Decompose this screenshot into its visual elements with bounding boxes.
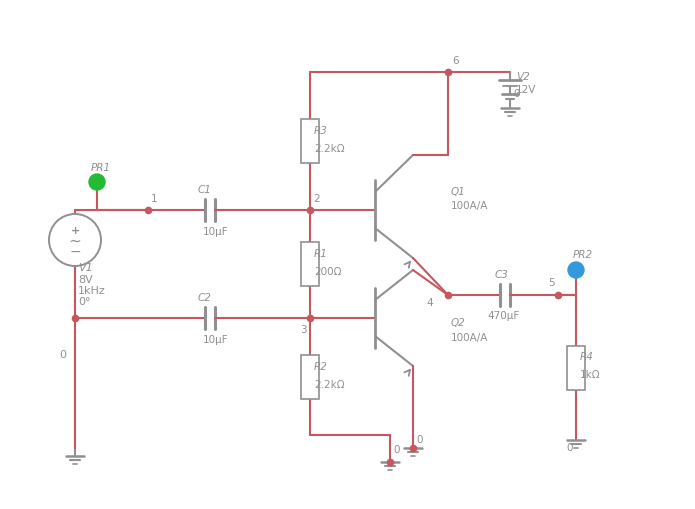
- Text: 0: 0: [393, 445, 400, 455]
- Text: 470μF: 470μF: [487, 311, 519, 321]
- Text: C1: C1: [198, 185, 212, 195]
- Text: 10μF: 10μF: [203, 335, 229, 345]
- Text: R3: R3: [314, 126, 328, 136]
- Text: 0: 0: [513, 89, 519, 99]
- Circle shape: [89, 174, 105, 190]
- Text: 1: 1: [151, 194, 158, 204]
- Text: 100A/A: 100A/A: [451, 333, 489, 343]
- Text: 5: 5: [548, 278, 555, 288]
- Bar: [301, 242, 319, 286]
- Text: 200Ω: 200Ω: [314, 267, 341, 277]
- Bar: [567, 346, 585, 389]
- Text: R2: R2: [314, 361, 328, 372]
- Bar: [301, 119, 319, 163]
- Text: 1kΩ: 1kΩ: [580, 371, 600, 381]
- Text: C3: C3: [495, 270, 509, 280]
- Text: 6: 6: [452, 56, 459, 66]
- Text: 0: 0: [566, 443, 573, 453]
- Text: 0: 0: [416, 435, 423, 445]
- Text: PR1: PR1: [91, 163, 111, 173]
- Text: 4: 4: [426, 298, 433, 308]
- Text: +: +: [70, 226, 80, 236]
- Bar: [301, 354, 319, 399]
- Text: 8V: 8V: [78, 275, 92, 285]
- Circle shape: [568, 262, 584, 278]
- Text: v: v: [94, 178, 100, 186]
- Text: Q1: Q1: [451, 187, 466, 197]
- Text: Q2: Q2: [451, 318, 466, 328]
- Text: v: v: [573, 266, 579, 274]
- Text: 2.2kΩ: 2.2kΩ: [314, 144, 345, 154]
- Text: 2.2kΩ: 2.2kΩ: [314, 380, 345, 389]
- Text: 10μF: 10μF: [203, 227, 229, 237]
- Text: 2: 2: [313, 194, 320, 204]
- Text: 12V: 12V: [516, 85, 537, 95]
- Text: 3: 3: [300, 325, 307, 335]
- Text: V2: V2: [516, 72, 530, 82]
- Text: −: −: [70, 245, 81, 259]
- Text: 1kHz: 1kHz: [78, 286, 106, 296]
- Text: ~: ~: [69, 234, 81, 248]
- Text: PR2: PR2: [573, 250, 593, 260]
- Text: R4: R4: [580, 353, 594, 362]
- Text: V1: V1: [78, 263, 92, 273]
- Text: 100A/A: 100A/A: [451, 201, 489, 211]
- Text: C2: C2: [198, 293, 212, 303]
- Text: 0°: 0°: [78, 297, 90, 307]
- Text: R1: R1: [314, 249, 328, 259]
- Text: 0: 0: [60, 350, 67, 360]
